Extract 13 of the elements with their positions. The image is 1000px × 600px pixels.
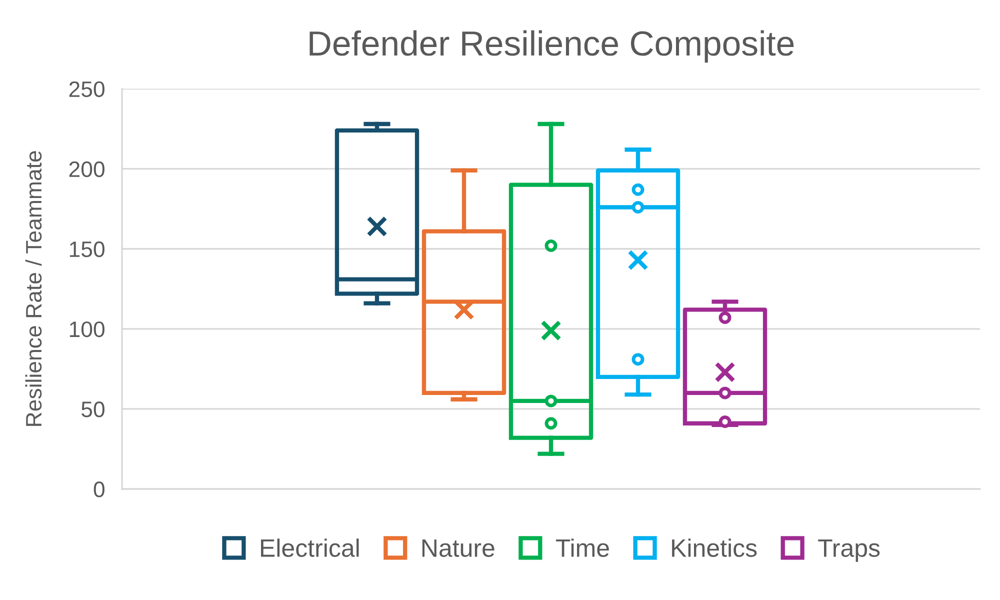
legend-label: Nature <box>422 539 494 557</box>
y-tick-label: 0 <box>94 482 104 498</box>
y-tick-label: 200 <box>69 161 104 178</box>
y-tick-label: 50 <box>82 401 104 418</box>
y-axis-title: Resilience Rate / Teammate <box>25 151 42 426</box>
y-tick-label: 150 <box>70 241 104 258</box>
legend-label: Time <box>556 538 609 557</box>
legend-label: Kinetics <box>672 538 757 557</box>
y-tick-label: 100 <box>70 321 104 338</box>
legend-label: Electrical <box>261 538 359 557</box>
y-tick-label: 250 <box>69 81 104 98</box>
chart-title: Defender Resilience Composite <box>310 30 794 63</box>
legend-label: Traps <box>818 539 880 562</box>
